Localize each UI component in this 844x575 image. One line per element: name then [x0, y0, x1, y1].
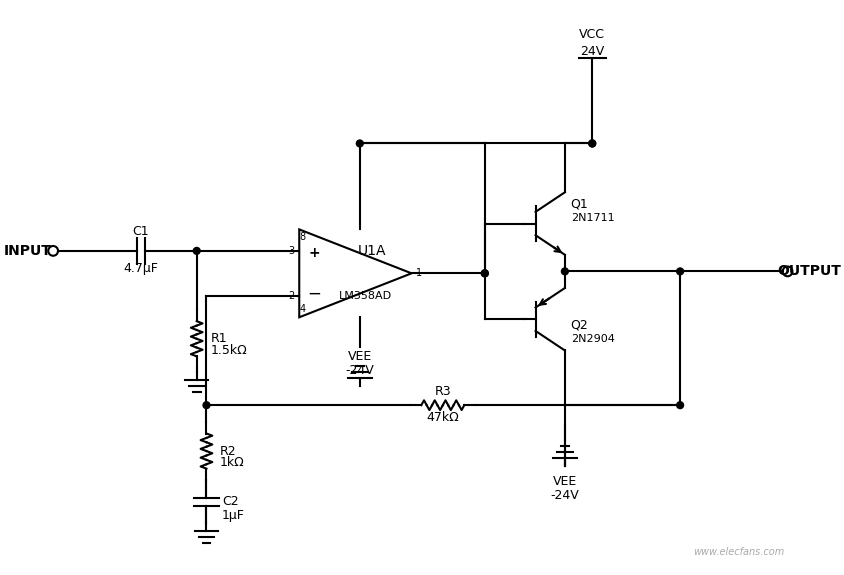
Circle shape — [588, 140, 595, 147]
Text: R2: R2 — [220, 444, 236, 458]
Text: Q1: Q1 — [570, 197, 587, 210]
Text: C1: C1 — [133, 225, 149, 238]
Circle shape — [676, 268, 683, 275]
Circle shape — [560, 268, 568, 275]
Circle shape — [481, 270, 488, 277]
Text: -24V: -24V — [549, 489, 579, 501]
Text: -24V: -24V — [345, 363, 374, 377]
Text: 24V: 24V — [580, 45, 603, 58]
Text: 1.5kΩ: 1.5kΩ — [210, 344, 246, 357]
Text: R1: R1 — [210, 332, 227, 345]
Circle shape — [203, 402, 209, 409]
Text: 4.7μF: 4.7μF — [123, 262, 159, 275]
Text: R3: R3 — [434, 385, 451, 398]
Text: LM358AD: LM358AD — [338, 291, 392, 301]
Circle shape — [356, 140, 363, 147]
Text: 2N1711: 2N1711 — [570, 213, 614, 223]
Text: VCC: VCC — [578, 28, 604, 41]
Text: INPUT: INPUT — [4, 244, 51, 258]
Circle shape — [676, 402, 683, 409]
Text: Q2: Q2 — [570, 319, 587, 332]
Text: 1: 1 — [415, 269, 421, 278]
Text: −: − — [306, 285, 321, 303]
Text: OUTPUT: OUTPUT — [776, 264, 840, 278]
Circle shape — [193, 247, 200, 254]
Text: +: + — [308, 246, 319, 260]
Text: 3: 3 — [288, 246, 294, 256]
Text: 47kΩ: 47kΩ — [426, 411, 458, 424]
Text: 8: 8 — [299, 232, 305, 242]
Text: VEE: VEE — [347, 350, 371, 363]
Circle shape — [481, 270, 488, 277]
Circle shape — [588, 140, 595, 147]
Text: 2: 2 — [288, 291, 294, 301]
Text: 2N2904: 2N2904 — [570, 334, 614, 344]
Text: 4: 4 — [299, 305, 305, 315]
Text: VEE: VEE — [552, 475, 576, 488]
Text: C2: C2 — [222, 495, 239, 508]
Text: U1A: U1A — [358, 244, 387, 258]
Text: 1μF: 1μF — [222, 509, 245, 522]
Text: www.elecfans.com: www.elecfans.com — [692, 547, 783, 557]
Text: 1kΩ: 1kΩ — [220, 457, 245, 469]
